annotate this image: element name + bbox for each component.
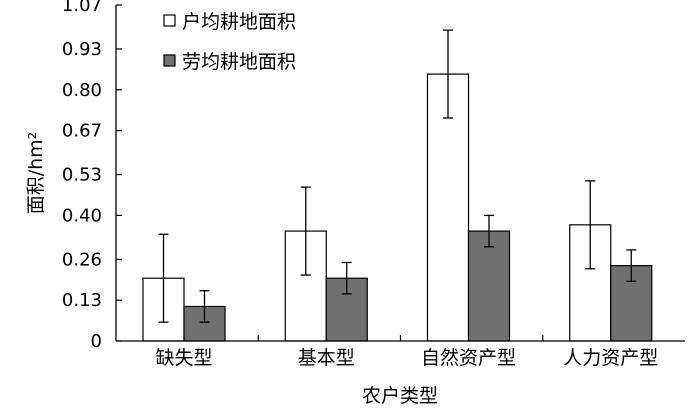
legend-swatch-household (163, 14, 176, 27)
error-bar (626, 249, 637, 282)
bar-labor (325, 277, 368, 342)
error-bar (443, 29, 453, 119)
y-tick-label: 1.07 (62, 0, 102, 16)
y-tick-label: 0.80 (62, 80, 102, 101)
error-bar (484, 214, 494, 248)
legend-label-household: 户均耕地面积 (182, 11, 296, 33)
error-bar (341, 261, 352, 295)
error-bars-layer (158, 29, 637, 323)
error-bar (199, 290, 210, 323)
y-tick-label: 0.93 (62, 39, 102, 60)
y-tick-label: 0.26 (62, 249, 102, 270)
legend-swatch-labor (163, 54, 176, 67)
error-bar (300, 186, 311, 276)
legend: 户均耕地面积 劳均耕地面积 (163, 11, 296, 73)
y-tick-label: 0 (91, 331, 102, 352)
error-bar (585, 180, 596, 270)
bar-labor (467, 230, 511, 342)
y-tick-label: 0.67 (62, 121, 102, 142)
y-ticks-layer: 0 0.13 0.26 0.40 0.53 0.67 0.80 0.93 1.07 (62, 0, 122, 352)
y-axis-title: 面积/hm² (25, 132, 47, 215)
x-category-label: 人力资产型 (563, 347, 658, 369)
error-bar (158, 233, 169, 323)
y-tick-label: 0.40 (62, 205, 102, 226)
legend-label-labor: 劳均耕地面积 (182, 51, 296, 73)
x-category-label: 基本型 (298, 347, 355, 369)
y-tick-label: 0.13 (62, 290, 102, 311)
bars-layer (142, 73, 653, 342)
y-tick-label: 0.53 (62, 165, 102, 186)
x-category-label: 自然资产型 (421, 347, 516, 369)
x-category-label: 缺失型 (155, 347, 212, 369)
x-axis-title: 农户类型 (362, 385, 438, 407)
x-labels-layer: 缺失型 基本型 自然资产型 人力资产型 (155, 335, 658, 369)
